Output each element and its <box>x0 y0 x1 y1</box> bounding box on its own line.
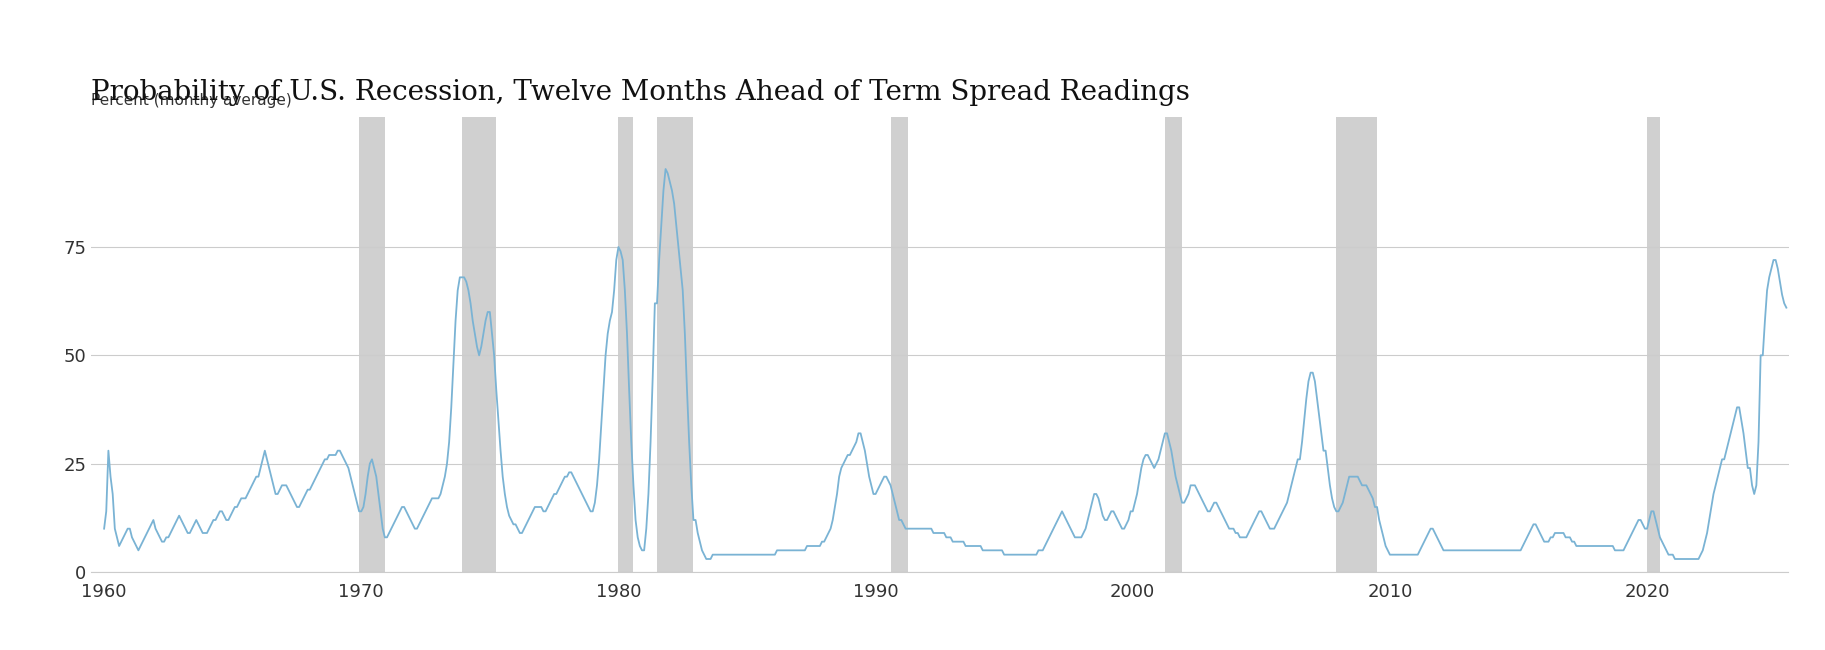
Bar <box>891 117 907 572</box>
Bar <box>1164 117 1183 572</box>
Bar <box>657 117 694 572</box>
Text: Percent (monthy average): Percent (monthy average) <box>91 93 292 108</box>
Bar <box>619 117 633 572</box>
Bar <box>1336 117 1378 572</box>
Bar <box>1646 117 1661 572</box>
Bar <box>462 117 496 572</box>
Bar <box>360 117 385 572</box>
Text: Probability of U.S. Recession, Twelve Months Ahead of Term Spread Readings: Probability of U.S. Recession, Twelve Mo… <box>91 79 1190 107</box>
